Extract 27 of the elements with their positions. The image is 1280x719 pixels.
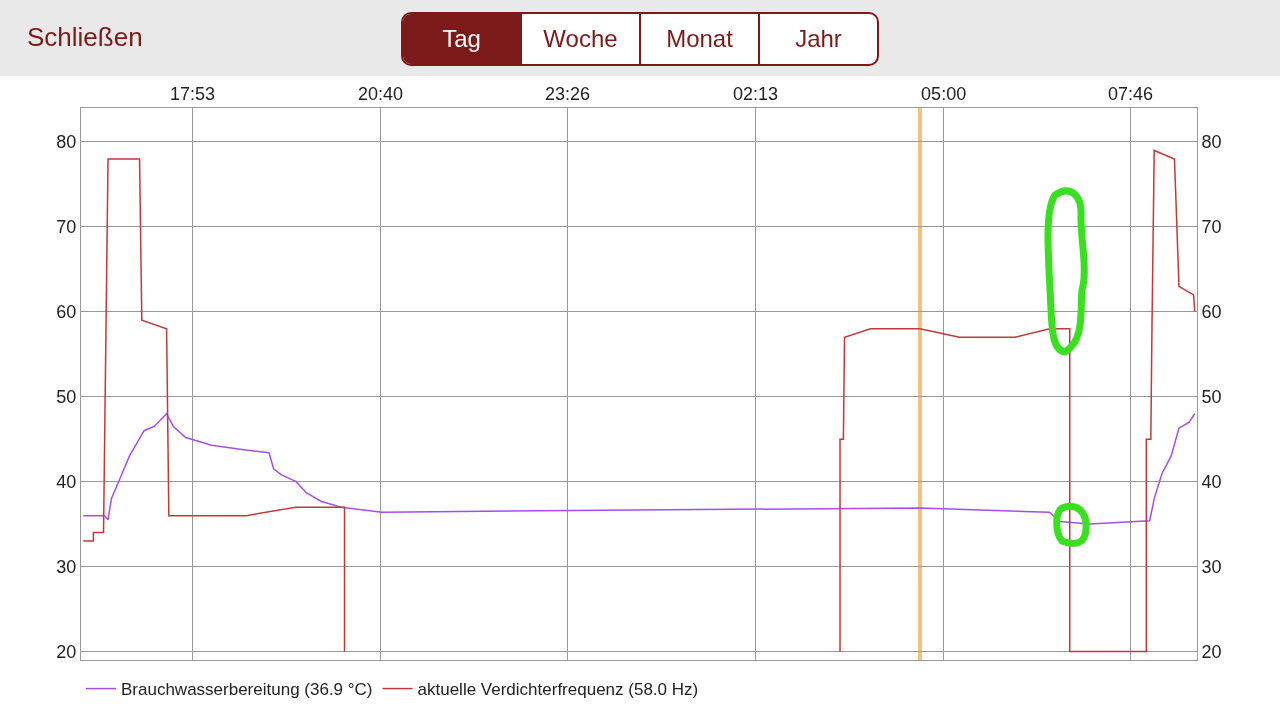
y2-tick-label: 50 xyxy=(1201,387,1222,408)
y-tick-label: 50 xyxy=(56,387,77,408)
text: Woche xyxy=(520,14,639,64)
legend-label: aktuelle Verdichterfrequenz (58.0 Hz) xyxy=(417,680,699,700)
y-tick-label: 30 xyxy=(56,556,77,577)
x-tick-label: 05:00 xyxy=(921,83,967,104)
y-tick-label: 40 xyxy=(56,471,77,492)
legend-label: Brauchwasserbereitung (36.9 °C) xyxy=(121,680,373,700)
y-tick-label: 80 xyxy=(56,132,77,153)
x-tick-label: 07:46 xyxy=(1108,83,1154,104)
text: Schließen xyxy=(27,22,143,53)
x-tick-label: 23:26 xyxy=(544,83,591,104)
x-tick-label: 02:13 xyxy=(733,83,779,104)
y2-tick-label: 20 xyxy=(1201,641,1222,662)
y2-tick-label: 80 xyxy=(1201,132,1222,153)
y2-tick-label: 70 xyxy=(1201,217,1222,238)
text: Monat xyxy=(639,14,758,64)
y2-tick-label: 40 xyxy=(1201,471,1222,492)
x-tick-label: 20:40 xyxy=(358,83,404,104)
y-tick-label: 60 xyxy=(56,302,77,323)
x-tick-label: 17:53 xyxy=(169,83,216,104)
y-tick-label: 20 xyxy=(56,641,77,662)
y2-tick-label: 30 xyxy=(1201,556,1222,577)
y-tick-label: 70 xyxy=(56,217,77,238)
text: Jahr xyxy=(758,14,877,64)
y2-tick-label: 60 xyxy=(1201,302,1222,323)
text: Tag xyxy=(403,14,520,64)
